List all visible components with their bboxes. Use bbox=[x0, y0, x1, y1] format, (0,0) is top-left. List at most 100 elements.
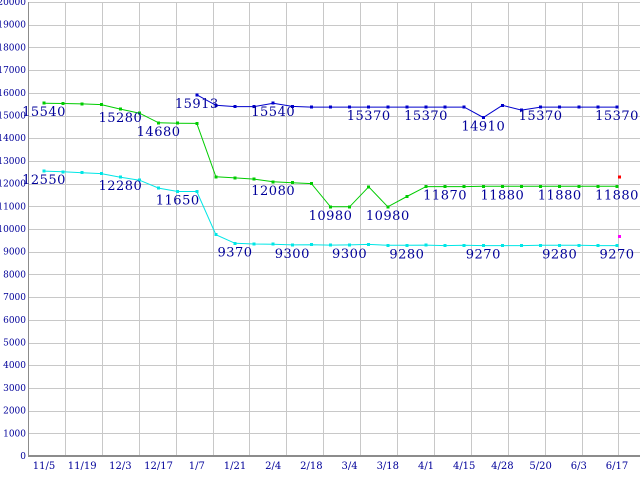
blue-series-marker bbox=[367, 105, 371, 109]
cyan-series-value-label: 9280 bbox=[542, 247, 577, 262]
blue-series-marker bbox=[195, 93, 199, 97]
x-tick-label: 3/4 bbox=[342, 461, 358, 472]
x-tick-label: 4/1 bbox=[418, 461, 434, 472]
green-series-value-label: 12080 bbox=[251, 184, 295, 199]
x-tick-label: 2/18 bbox=[300, 461, 322, 472]
blue-series-value-label: 15370 bbox=[347, 109, 391, 124]
y-tick-label: 5000 bbox=[3, 339, 26, 349]
red-dot bbox=[618, 175, 621, 179]
cyan-series-marker bbox=[118, 175, 122, 179]
green-series-marker bbox=[42, 101, 46, 105]
blue-series-value-label: 15370 bbox=[519, 109, 563, 124]
green-series-marker bbox=[61, 102, 65, 105]
cyan-series bbox=[42, 169, 619, 248]
y-tick-label: 12000 bbox=[0, 180, 26, 190]
cyan-series-marker bbox=[61, 170, 65, 174]
cyan-series-marker bbox=[348, 243, 352, 247]
blue-series-marker bbox=[577, 105, 581, 109]
green-series-marker bbox=[157, 121, 161, 125]
cyan-series-marker bbox=[596, 244, 600, 248]
cyan-series-value-label: 9300 bbox=[275, 247, 310, 262]
y-tick-label: 9000 bbox=[3, 248, 26, 258]
green-series-marker bbox=[290, 181, 294, 185]
cyan-series-marker bbox=[42, 169, 46, 173]
blue-series-value-label: 15370 bbox=[404, 109, 448, 124]
y-tick-label: 1000 bbox=[3, 429, 26, 439]
cyan-series-marker bbox=[481, 244, 485, 248]
blue-series-marker bbox=[462, 105, 466, 109]
blue-series-value-label: 15913 bbox=[175, 97, 219, 112]
y-tick-label: 2000 bbox=[3, 407, 26, 417]
green-series-marker bbox=[348, 205, 352, 209]
axes bbox=[28, 2, 640, 457]
cyan-series-marker bbox=[615, 244, 619, 248]
green-series bbox=[42, 101, 619, 209]
green-series-marker bbox=[539, 184, 543, 188]
green-series-marker bbox=[195, 121, 199, 125]
green-series-value-label: 11880 bbox=[595, 188, 639, 203]
green-series-marker bbox=[309, 182, 313, 186]
cyan-series-marker bbox=[157, 186, 161, 190]
blue-series-marker bbox=[348, 105, 352, 109]
green-series-marker bbox=[367, 185, 371, 189]
x-tick-label: 12/17 bbox=[144, 461, 173, 472]
green-series-value-label: 15280 bbox=[98, 111, 142, 126]
y-tick-label: 8000 bbox=[3, 270, 26, 280]
x-tick-label: 11/5 bbox=[33, 461, 55, 472]
cyan-series-marker bbox=[309, 243, 313, 247]
y-tick-label: 18000 bbox=[0, 43, 26, 53]
cyan-series-value-label: 11650 bbox=[156, 194, 200, 209]
x-tick-label: 2/4 bbox=[265, 461, 281, 472]
green-series-marker bbox=[424, 185, 428, 189]
y-tick-label: 0 bbox=[20, 452, 26, 462]
green-series-value-label: 11880 bbox=[480, 188, 524, 203]
cyan-series-marker bbox=[367, 242, 371, 246]
green-series-marker bbox=[615, 184, 619, 188]
green-series-marker bbox=[443, 185, 447, 189]
blue-series-marker bbox=[481, 116, 485, 119]
magenta-dot bbox=[618, 235, 621, 239]
x-tick-label: 1/7 bbox=[189, 461, 205, 472]
green-series-value-label: 10980 bbox=[366, 209, 410, 224]
cyan-series-marker bbox=[558, 243, 562, 247]
blue-series-marker bbox=[596, 105, 600, 109]
cyan-series-marker bbox=[329, 243, 332, 247]
y-axis-labels: 0 1000 2000 3000 4000 5000 6000 7000 8000 9000 100… bbox=[0, 0, 26, 462]
blue-series bbox=[195, 93, 619, 119]
extra-endpoint-dots bbox=[618, 175, 621, 239]
green-series-value-label: 10980 bbox=[309, 209, 353, 224]
green-series-marker bbox=[176, 121, 180, 125]
green-series-value-label: 11870 bbox=[423, 189, 467, 204]
green-series-marker bbox=[118, 107, 122, 111]
x-tick-label: 12/3 bbox=[109, 461, 131, 472]
x-tick-label: 6/17 bbox=[606, 461, 628, 472]
green-series-value-label: 14680 bbox=[137, 125, 181, 140]
blue-series-marker bbox=[214, 103, 218, 107]
cyan-series-marker bbox=[99, 172, 103, 176]
cyan-series-marker bbox=[80, 171, 84, 175]
blue-series-marker bbox=[405, 105, 409, 109]
green-series-marker bbox=[462, 185, 466, 189]
blue-series-marker bbox=[558, 105, 562, 109]
cyan-series-marker bbox=[252, 242, 256, 246]
y-tick-label: 17000 bbox=[0, 66, 26, 76]
blue-series-value-label: 15540 bbox=[251, 105, 295, 120]
cyan-series-value-label: 9270 bbox=[599, 248, 634, 263]
green-series-marker bbox=[481, 184, 485, 188]
y-tick-label: 4000 bbox=[3, 361, 26, 371]
green-series-marker bbox=[500, 184, 504, 188]
cyan-series-marker bbox=[424, 243, 428, 247]
gridlines bbox=[28, 2, 640, 457]
x-tick-label: 1/21 bbox=[224, 461, 246, 472]
cyan-series-value-label: 9270 bbox=[466, 248, 501, 263]
y-tick-label: 20000 bbox=[0, 0, 26, 8]
y-tick-label: 11000 bbox=[0, 202, 26, 212]
green-series-marker bbox=[252, 177, 256, 181]
green-series-value-label: 11880 bbox=[538, 188, 582, 203]
cyan-series-value-label: 9280 bbox=[389, 247, 424, 262]
x-tick-label: 5/20 bbox=[529, 461, 551, 472]
cyan-series-value-label: 12550 bbox=[22, 173, 66, 188]
